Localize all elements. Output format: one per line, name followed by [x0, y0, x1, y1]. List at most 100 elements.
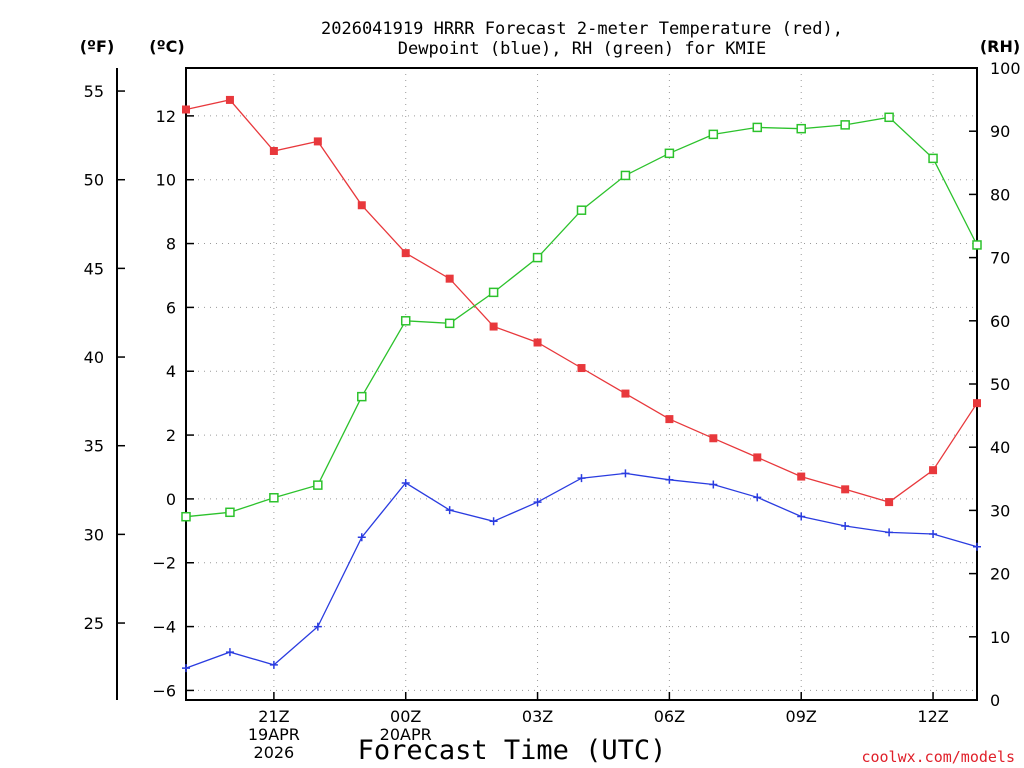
dewpoint-point	[445, 506, 454, 515]
celsius-axis: −6 −4 −2 0 2 4 6 8 10 12	[152, 107, 194, 700]
rh-tick-label: 90	[990, 122, 1010, 141]
rh-tick-label: 40	[990, 438, 1010, 457]
2-meter-temperature-point	[313, 137, 322, 146]
fahrenheit-tick-label: 35	[84, 437, 104, 456]
2-meter-temperature-point	[445, 274, 454, 283]
rh-axis: 0 10 20 30 40 50 60 70 80 90 100	[969, 59, 1021, 710]
time-tick-label: 00Z	[390, 707, 421, 726]
relative-humidity-line	[185, 116, 978, 518]
2-meter-temperature-point	[489, 322, 498, 331]
time-tick-label: 2026	[254, 743, 295, 762]
time-tick-label: 19APR	[248, 725, 300, 744]
relative-humidity-point	[620, 170, 631, 181]
dewpoint-point	[929, 530, 938, 539]
time-tick-label: 12Z	[917, 707, 948, 726]
2-meter-temperature-point	[577, 364, 586, 373]
dewpoint-point	[225, 648, 234, 657]
rh-tick-label: 0	[990, 691, 1000, 710]
dewpoint-point	[973, 542, 981, 551]
celsius-tick-label: 10	[156, 171, 176, 190]
time-tick-label: 09Z	[786, 707, 817, 726]
fahrenheit-tick-label: 30	[84, 525, 104, 544]
rh-tick-label: 20	[990, 565, 1010, 584]
2-meter-temperature-point	[797, 472, 806, 481]
relative-humidity-point	[532, 252, 543, 263]
time-tick-label: 06Z	[654, 707, 685, 726]
dewpoint-point	[269, 660, 278, 669]
fahrenheit-tick-label: 25	[84, 614, 104, 633]
chart-title-line-1: 2026041919 HRRR Forecast 2-meter Tempera…	[321, 19, 843, 39]
plot-grid	[186, 68, 977, 700]
2-meter-temperature-point	[885, 498, 894, 507]
rh-tick-label: 60	[990, 312, 1010, 331]
2-meter-temperature-point	[841, 485, 850, 494]
fahrenheit-axis: 25 30 35 40 45 50 55	[84, 82, 125, 633]
relative-humidity-point	[357, 391, 367, 402]
relative-humidity-point	[840, 120, 850, 130]
dewpoint-point	[885, 528, 894, 537]
celsius-tick-label: −2	[152, 554, 176, 573]
relative-humidity-point	[269, 493, 279, 503]
2-meter-temperature-line	[185, 99, 978, 503]
2-meter-temperature-point	[533, 338, 542, 347]
time-tick-label: 20APR	[380, 725, 432, 744]
relative-humidity-point	[752, 122, 763, 133]
rh-tick-label: 100	[990, 59, 1021, 78]
rh-tick-label: 70	[990, 249, 1010, 268]
celsius-tick-label: 4	[166, 362, 176, 381]
celsius-tick-label: 8	[166, 235, 176, 254]
relative-humidity-point	[972, 240, 982, 250]
rh-tick-label: 10	[990, 628, 1010, 647]
2-meter-temperature-point	[709, 434, 718, 443]
dewpoint-point	[577, 474, 586, 483]
credit-link[interactable]: coolwx.com/models	[861, 748, 1015, 766]
2-meter-temperature-point	[401, 249, 410, 258]
2-meter-temperature-point	[182, 105, 190, 114]
celsius-tick-label: −6	[152, 681, 176, 700]
dewpoint-point	[841, 522, 850, 531]
fahrenheit-tick-label: 50	[84, 171, 104, 190]
fahrenheit-unit-label: (ºF)	[80, 37, 115, 56]
2-meter-temperature-point	[753, 453, 762, 462]
relative-humidity-point	[928, 153, 938, 164]
time-tick-label: 21Z	[258, 707, 289, 726]
relative-humidity-point	[664, 148, 675, 159]
2-meter-temperature-point	[357, 201, 366, 210]
celsius-tick-label: −4	[152, 618, 176, 637]
series-layer	[181, 95, 982, 673]
rh-tick-label: 80	[990, 185, 1010, 204]
fahrenheit-tick-label: 55	[84, 82, 104, 101]
dewpoint-point	[797, 512, 806, 521]
dewpoint-point	[313, 622, 322, 631]
dewpoint-point	[182, 664, 190, 673]
x-axis-title: Forecast Time (UTC)	[358, 735, 667, 766]
relative-humidity-point	[708, 129, 719, 140]
relative-humidity-point	[313, 480, 323, 490]
2-meter-temperature-point	[225, 95, 234, 104]
dewpoint-point	[753, 493, 762, 502]
dewpoint-point	[709, 480, 718, 489]
relative-humidity-point	[225, 507, 235, 518]
dewpoint-point	[401, 478, 410, 487]
celsius-tick-label: 0	[166, 490, 176, 509]
rh-tick-label: 50	[990, 375, 1010, 394]
relative-humidity-point	[488, 287, 499, 298]
dewpoint-point	[357, 533, 366, 542]
rh-tick-label: 30	[990, 501, 1010, 520]
time-tick-label: 03Z	[522, 707, 553, 726]
plot-frame	[185, 67, 978, 701]
relative-humidity-point	[576, 205, 587, 215]
relative-humidity-point	[884, 112, 894, 123]
relative-humidity-point	[181, 511, 191, 522]
celsius-unit-label: (ºC)	[149, 37, 184, 56]
celsius-tick-label: 2	[166, 426, 176, 445]
2-meter-temperature-point	[973, 399, 981, 408]
dewpoint-point	[621, 469, 630, 478]
fahrenheit-tick-label: 45	[84, 259, 104, 278]
2-meter-temperature-point	[621, 389, 630, 398]
dewpoint-point	[533, 498, 542, 507]
2-meter-temperature-point	[665, 415, 674, 424]
celsius-tick-label: 12	[156, 107, 176, 126]
dewpoint-line	[185, 472, 978, 669]
rh-unit-label: (RH)	[980, 37, 1020, 56]
